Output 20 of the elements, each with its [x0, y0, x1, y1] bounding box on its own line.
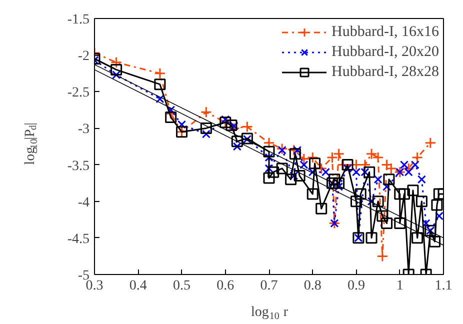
legend-label: Hubbard-I, 20x20 [332, 44, 439, 60]
x-tick-label: 1 [396, 278, 404, 294]
x-tick-label: 0.8 [304, 278, 322, 294]
x-tick-label: 0.5 [173, 278, 190, 294]
x-tick-label: 0.9 [348, 278, 365, 294]
y-tick-label: -2.5 [67, 86, 90, 101]
legend-label: Hubbard-I, 16x16 [332, 24, 439, 40]
y-tick-label: -2 [78, 49, 90, 64]
y-tick-label: -3.5 [67, 158, 90, 174]
y-tick-label: -4 [78, 195, 90, 210]
x-tick-label: 0.4 [129, 278, 147, 294]
legend-label: Hubbard-I, 28x28 [332, 64, 439, 80]
y-axis-title: log10|Pd| [23, 122, 40, 165]
y-tick-label: -4.5 [67, 232, 90, 247]
x-tick-label: 0.3 [86, 278, 104, 294]
y-tick-label: -3 [78, 122, 90, 138]
x-tick-label: 0.6 [216, 278, 234, 294]
x-tick-label: 1.1 [434, 278, 452, 294]
x-tick-label: 0.7 [260, 278, 278, 294]
y-tick-label: -1.5 [67, 12, 90, 28]
